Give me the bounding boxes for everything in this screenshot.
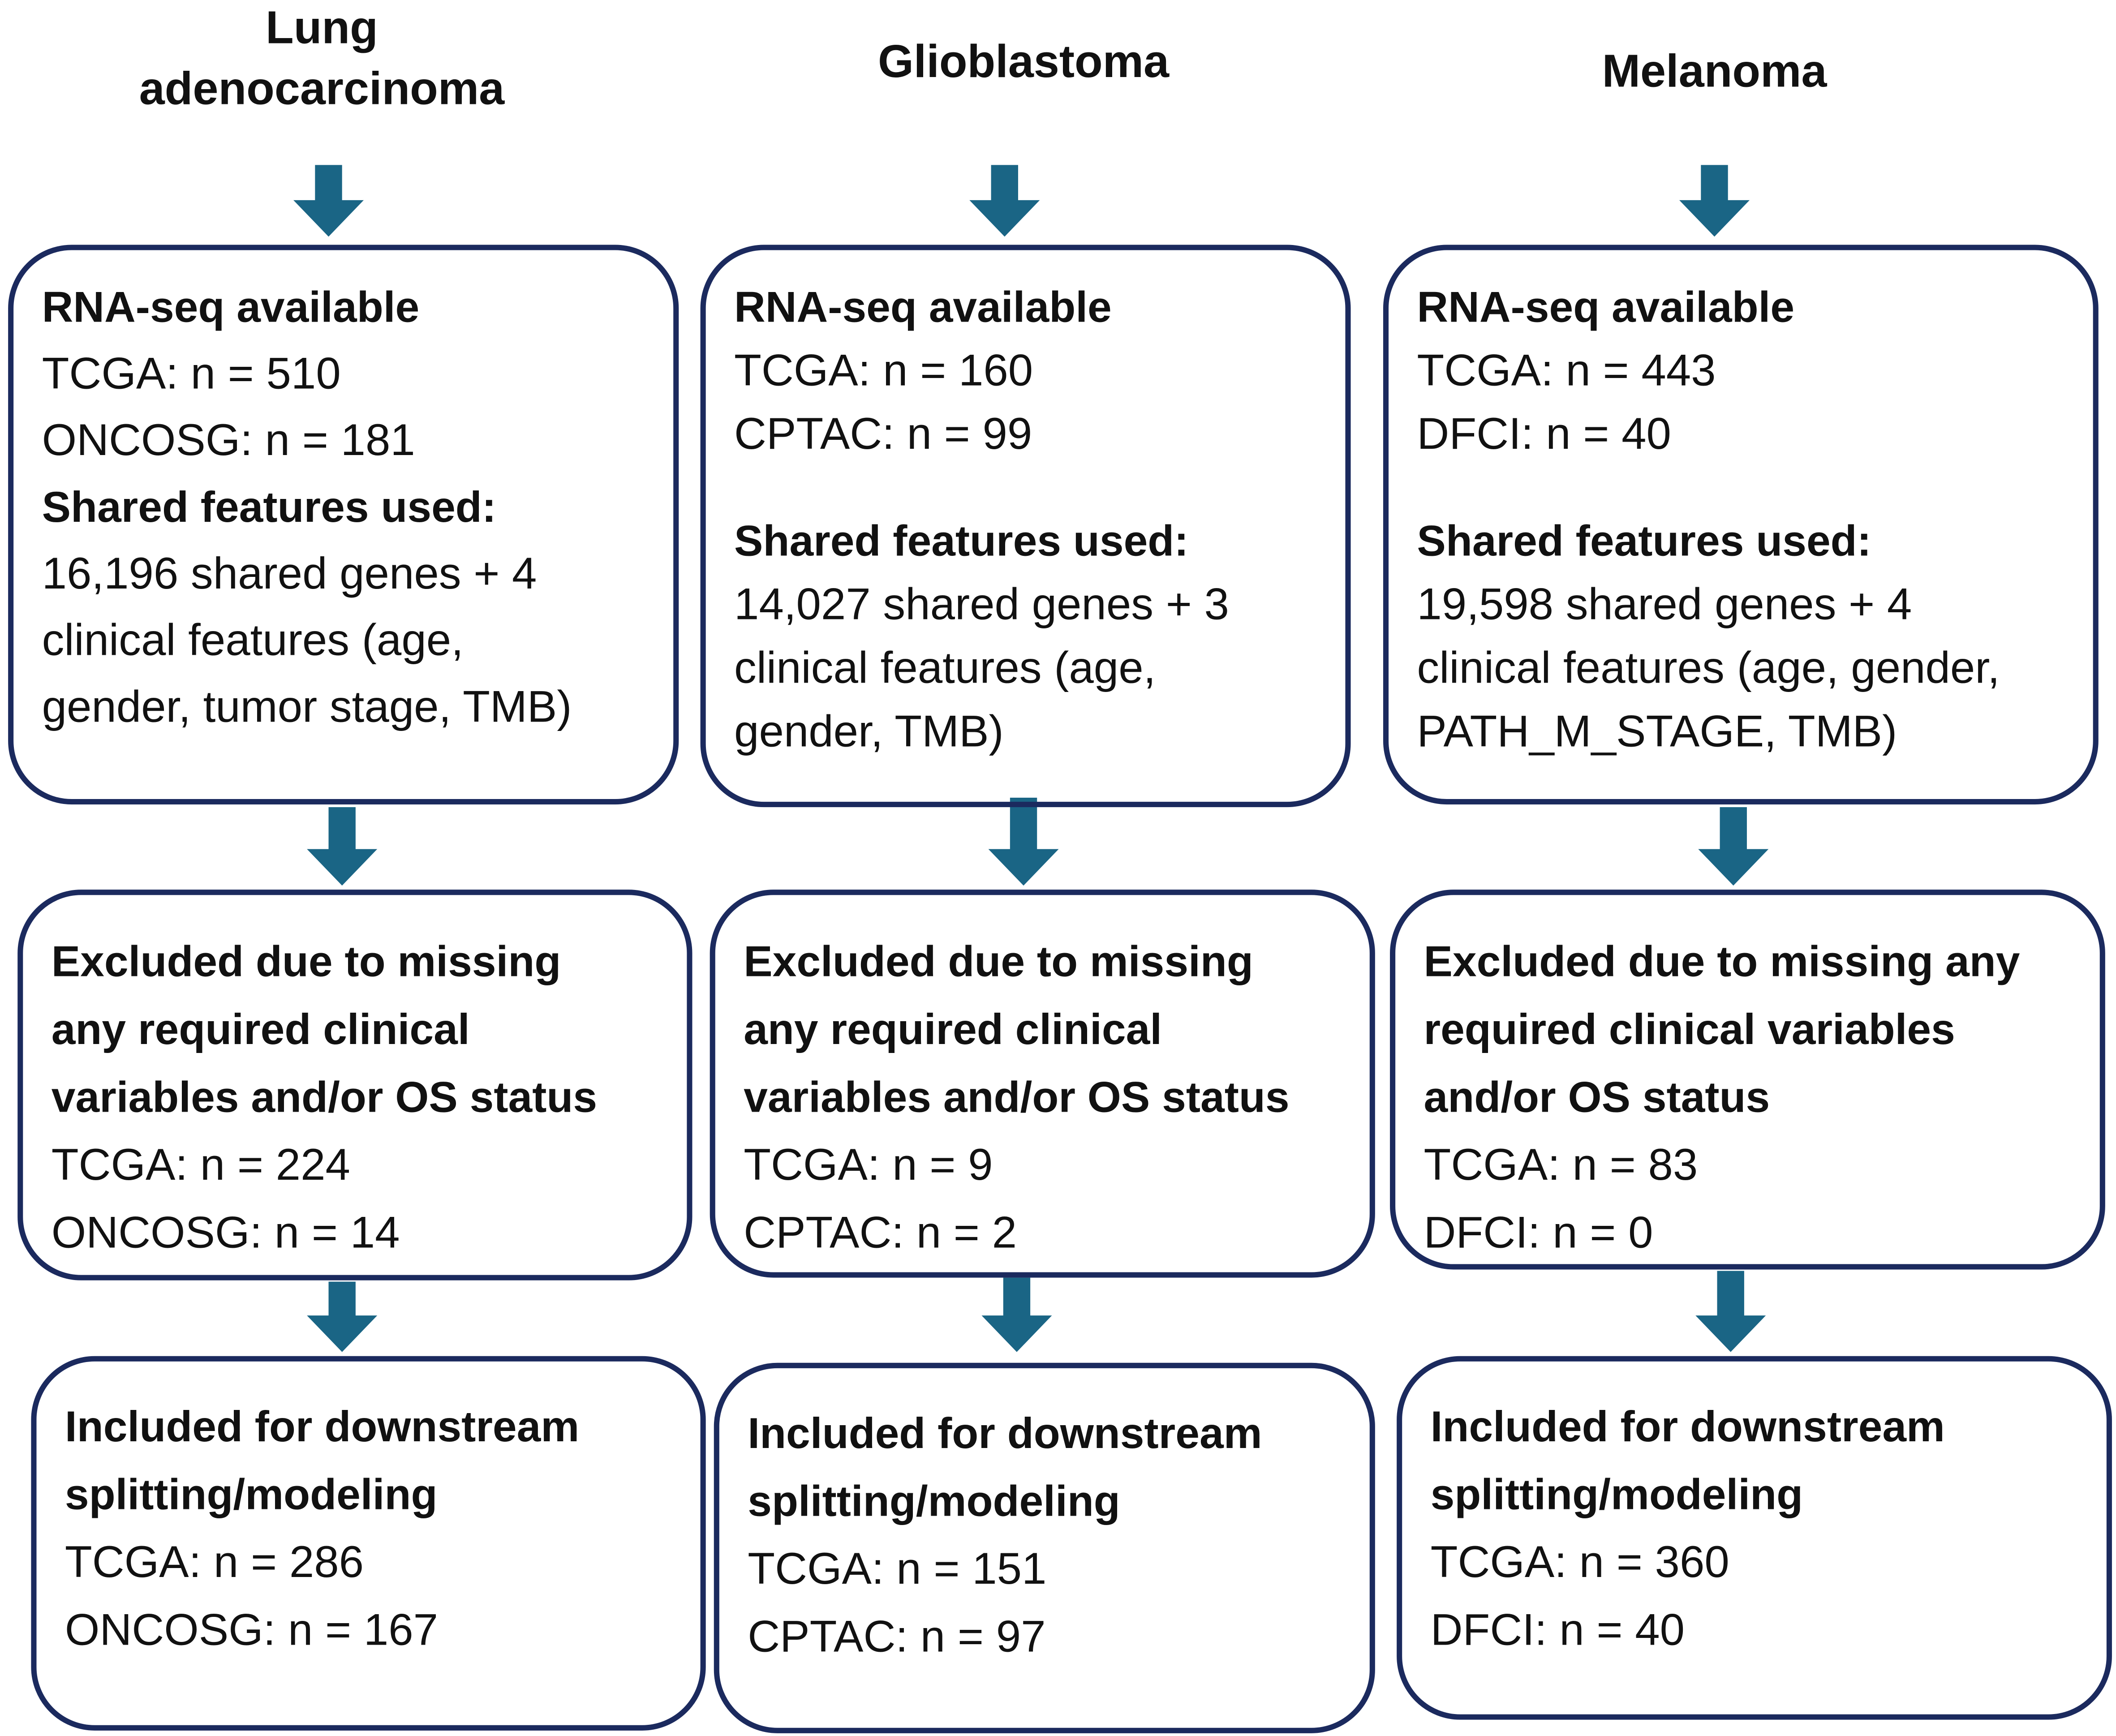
arrow [293, 165, 364, 237]
box-line: 14,027 shared genes + 3 [734, 580, 1229, 629]
flow-box [710, 889, 1375, 1278]
arrow [988, 798, 1059, 886]
box-heading: RNA-seq available [1417, 284, 1794, 331]
box-line: CPTAC: n = 2 [744, 1208, 1017, 1258]
arrow [1679, 165, 1750, 237]
box-heading: Included for downstream [748, 1409, 1262, 1457]
arrow [981, 1277, 1052, 1352]
box-heading: splitting/modeling [65, 1470, 438, 1518]
box-line: CPTAC: n = 97 [748, 1612, 1045, 1662]
flow-box [714, 1362, 1375, 1733]
box-line: 19,598 shared genes + 4 [1417, 580, 1912, 629]
box-line: gender, TMB) [734, 706, 1004, 756]
flow-box [700, 245, 1351, 808]
box-line: clinical features (age, [42, 615, 464, 665]
box-heading: Excluded due to missing [52, 937, 561, 985]
box-heading: RNA-seq available [42, 284, 420, 331]
column-title: Melanoma [1602, 45, 1828, 96]
box-line: TCGA: n = 151 [748, 1544, 1046, 1594]
box-heading: Included for downstream [1431, 1403, 1945, 1451]
box-heading: Shared features used: [42, 483, 496, 531]
arrow [1698, 807, 1769, 886]
box-heading: any required clinical [52, 1006, 470, 1053]
box-line: TCGA: n = 160 [734, 345, 1033, 395]
box-line: ONCOSG: n = 181 [42, 415, 415, 465]
box-line: DFCI: n = 40 [1431, 1605, 1685, 1654]
box-line: TCGA: n = 360 [1431, 1537, 1729, 1587]
box-heading: splitting/modeling [748, 1477, 1120, 1525]
box-line: clinical features (age, gender, [1417, 643, 2000, 692]
box-heading: Shared features used: [1417, 517, 1871, 565]
column-title: Lung [266, 2, 378, 53]
box-line: gender, tumor stage, TMB) [42, 682, 572, 731]
box-line: DFCI: n = 0 [1424, 1208, 1653, 1258]
box-heading: Excluded due to missing [744, 937, 1253, 985]
box-heading: splitting/modeling [1431, 1470, 1803, 1518]
box-line: TCGA: n = 286 [65, 1537, 364, 1587]
box-line: clinical features (age, [734, 643, 1156, 692]
box-heading: Shared features used: [734, 517, 1188, 565]
box-line: DFCI: n = 40 [1417, 409, 1671, 459]
flow-box [31, 1356, 706, 1731]
flow-box [8, 245, 679, 805]
box-line: ONCOSG: n = 14 [52, 1208, 400, 1258]
flow-box [1390, 889, 2105, 1270]
box-line: TCGA: n = 510 [42, 348, 341, 398]
flow-box [1397, 1356, 2112, 1720]
box-heading: Included for downstream [65, 1403, 579, 1451]
box-heading: any required clinical [744, 1006, 1162, 1053]
flow-box [17, 889, 692, 1281]
box-line: TCGA: n = 224 [52, 1140, 350, 1190]
box-line: 16,196 shared genes + 4 [42, 549, 537, 598]
box-line: ONCOSG: n = 167 [65, 1605, 438, 1654]
flow-box [1383, 245, 2099, 805]
column-title: Glioblastoma [878, 35, 1170, 87]
column-title: adenocarcinoma [139, 63, 505, 114]
box-line: CPTAC: n = 99 [734, 409, 1032, 459]
box-heading: variables and/or OS status [744, 1074, 1289, 1122]
arrow [969, 165, 1040, 237]
box-heading: and/or OS status [1424, 1074, 1770, 1122]
box-line: TCGA: n = 83 [1424, 1140, 1698, 1190]
box-heading: required clinical variables [1424, 1006, 1955, 1053]
box-heading: Excluded due to missing any [1424, 937, 2020, 985]
arrow [307, 807, 378, 886]
box-line: PATH_M_STAGE, TMB) [1417, 706, 1897, 756]
arrow [1695, 1271, 1766, 1352]
box-heading: RNA-seq available [734, 284, 1112, 331]
box-line: TCGA: n = 9 [744, 1140, 993, 1190]
box-line: TCGA: n = 443 [1417, 345, 1716, 395]
arrow [307, 1281, 378, 1352]
box-heading: variables and/or OS status [52, 1074, 597, 1122]
